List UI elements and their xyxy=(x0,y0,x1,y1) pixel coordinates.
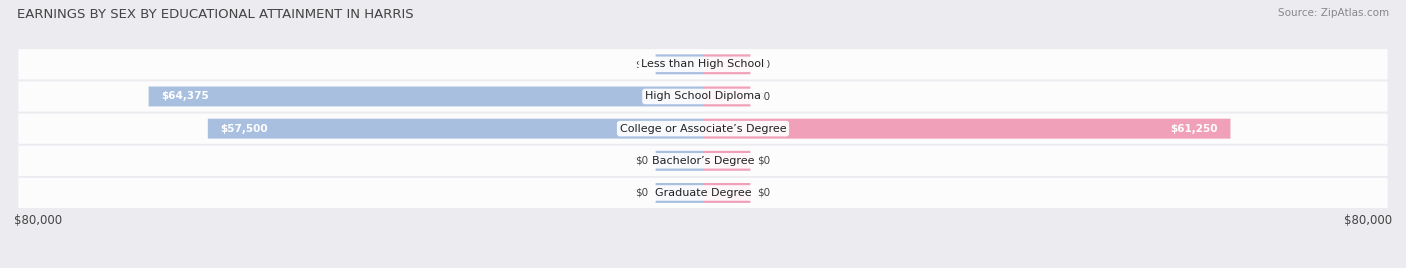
Text: $0: $0 xyxy=(636,188,648,198)
Text: $61,250: $61,250 xyxy=(1170,124,1218,134)
Text: $0: $0 xyxy=(758,91,770,102)
Text: $80,000: $80,000 xyxy=(1344,214,1392,227)
FancyBboxPatch shape xyxy=(18,114,1388,144)
Text: $0: $0 xyxy=(758,188,770,198)
FancyBboxPatch shape xyxy=(703,87,751,106)
FancyBboxPatch shape xyxy=(703,183,751,203)
Text: EARNINGS BY SEX BY EDUCATIONAL ATTAINMENT IN HARRIS: EARNINGS BY SEX BY EDUCATIONAL ATTAINMEN… xyxy=(17,8,413,21)
FancyBboxPatch shape xyxy=(703,119,1230,139)
FancyBboxPatch shape xyxy=(208,119,703,139)
FancyBboxPatch shape xyxy=(655,151,703,171)
Text: Graduate Degree: Graduate Degree xyxy=(655,188,751,198)
Text: Less than High School: Less than High School xyxy=(641,59,765,69)
FancyBboxPatch shape xyxy=(703,54,751,74)
FancyBboxPatch shape xyxy=(149,87,703,106)
Text: $0: $0 xyxy=(758,156,770,166)
Text: College or Associate’s Degree: College or Associate’s Degree xyxy=(620,124,786,134)
Text: $0: $0 xyxy=(636,156,648,166)
Text: Bachelor’s Degree: Bachelor’s Degree xyxy=(652,156,754,166)
FancyBboxPatch shape xyxy=(655,54,703,74)
FancyBboxPatch shape xyxy=(18,178,1388,208)
FancyBboxPatch shape xyxy=(655,183,703,203)
Text: Source: ZipAtlas.com: Source: ZipAtlas.com xyxy=(1278,8,1389,18)
Text: $57,500: $57,500 xyxy=(221,124,269,134)
FancyBboxPatch shape xyxy=(18,81,1388,111)
Text: $80,000: $80,000 xyxy=(14,214,62,227)
FancyBboxPatch shape xyxy=(703,151,751,171)
FancyBboxPatch shape xyxy=(18,146,1388,176)
Text: $0: $0 xyxy=(636,59,648,69)
Text: $64,375: $64,375 xyxy=(162,91,209,102)
Text: $0: $0 xyxy=(758,59,770,69)
FancyBboxPatch shape xyxy=(18,49,1388,79)
Text: High School Diploma: High School Diploma xyxy=(645,91,761,102)
